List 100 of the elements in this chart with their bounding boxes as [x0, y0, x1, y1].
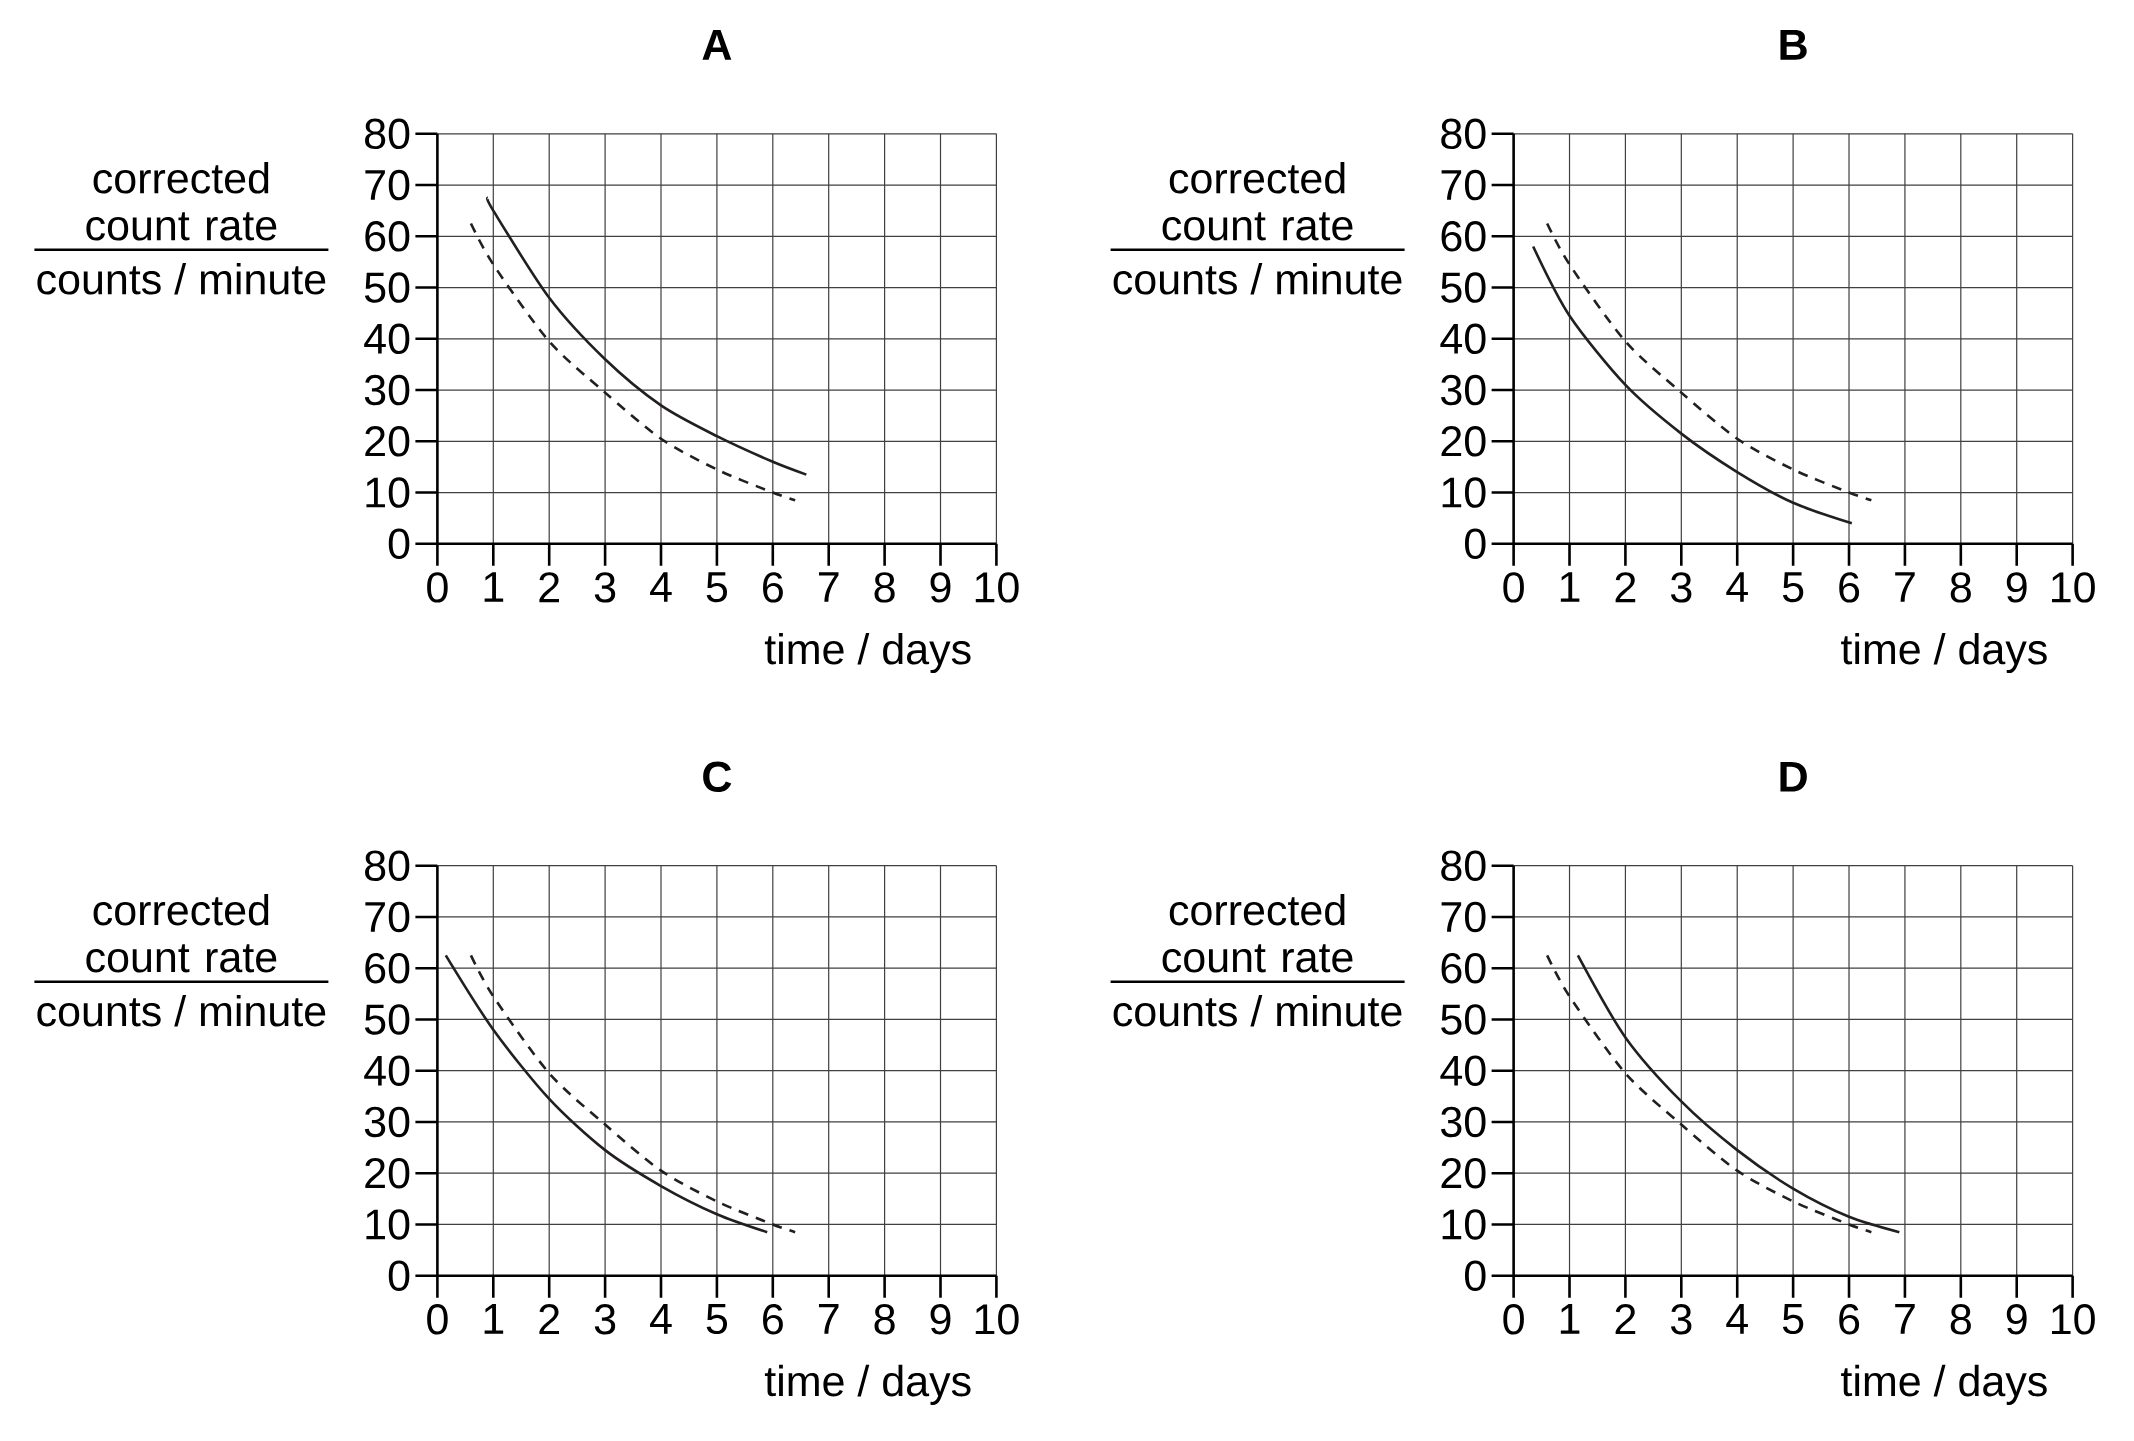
line-series [1545, 222, 1873, 502]
x-tick-label: 9 [930, 572, 951, 603]
y-tick-label: 10 [366, 1209, 410, 1240]
y-tick-label: 0 [1464, 1260, 1486, 1291]
x-tick-label: 8 [1950, 572, 1971, 603]
y-axis-title: corrected count rate [86, 893, 277, 973]
x-tick-label: 4 [650, 572, 672, 602]
chart-title: A [702, 30, 732, 60]
y-tick-label: 40 [1440, 1055, 1486, 1086]
y-tick-label: 20 [365, 426, 410, 457]
y-tick-label: 10 [1442, 1209, 1486, 1240]
y-tick-label: 0 [1464, 528, 1486, 559]
y-axis-title: corrected count rate [86, 162, 277, 241]
x-axis-title: time / days [764, 632, 971, 674]
line-series [469, 954, 797, 1234]
x-tick-label: 6 [1839, 572, 1860, 603]
y-tick-label: 0 [388, 528, 410, 559]
x-tick-label: 8 [874, 572, 895, 603]
y-axis-title: corrected count rate [1162, 893, 1353, 973]
y-tick-label: 50 [364, 272, 410, 303]
x-tick-label: 1 [1560, 1304, 1580, 1334]
x-tick-label: 5 [1782, 1304, 1804, 1335]
text: counts / minute [1113, 263, 1402, 295]
y-tick-label: 30 [1441, 374, 1486, 406]
x-tick-label: 9 [930, 1304, 951, 1335]
x-axis-title: time / days [1841, 1364, 2047, 1405]
y-tick-label: 20 [1441, 1157, 1486, 1189]
y-tick-label: 0 [388, 1260, 410, 1291]
y-tick-label: 20 [365, 1157, 410, 1189]
y-tick-label: 80 [1441, 850, 1486, 881]
x-tick-label: 10 [975, 1304, 1019, 1335]
y-tick-label: 30 [364, 374, 410, 406]
x-tick-label: 10 [2051, 572, 2095, 603]
chart-title: C [703, 761, 732, 792]
y-tick-label: 30 [364, 1106, 410, 1138]
y-tick-label: 40 [1440, 323, 1486, 354]
y-tick-label: 30 [1441, 1106, 1486, 1138]
x-axis-title: time / days [1841, 632, 2047, 674]
y-tick-label: 70 [1441, 901, 1486, 933]
text: counts / minute [1113, 994, 1402, 1027]
x-tick-label: 7 [818, 572, 839, 602]
x-tick-label: 3 [1670, 1304, 1692, 1335]
y-tick-label: 80 [1441, 118, 1486, 150]
x-tick-label: 3 [1670, 572, 1692, 603]
x-tick-label: 5 [706, 1304, 728, 1335]
x-tick-label: 1 [484, 572, 504, 602]
y-tick-label: 60 [365, 221, 410, 252]
x-tick-label: 5 [706, 572, 728, 603]
text: counts / minute [37, 994, 326, 1027]
x-tick-label: 0 [1503, 572, 1524, 603]
x-tick-label: 10 [975, 572, 1019, 603]
y-tick-label: 20 [1441, 426, 1486, 457]
y-tick-label: 70 [1441, 169, 1486, 201]
y-axis-title: corrected count rate [1162, 162, 1353, 241]
y-tick-label: 60 [1441, 952, 1486, 984]
x-tick-label: 4 [1726, 572, 1748, 602]
x-tick-label: 4 [650, 1304, 672, 1334]
y-tick-label: 50 [1441, 272, 1486, 303]
y-tick-label: 10 [366, 477, 410, 508]
y-tick-label: 80 [365, 118, 410, 150]
x-axis-title: time / days [764, 1364, 971, 1405]
x-tick-label: 4 [1726, 1304, 1748, 1334]
x-tick-label: 2 [539, 1304, 559, 1335]
x-tick-label: 6 [763, 1304, 783, 1335]
y-tick-label: 40 [364, 323, 410, 354]
x-tick-label: 8 [1950, 1304, 1971, 1335]
x-tick-label: 8 [874, 1304, 895, 1335]
line-series [469, 222, 797, 502]
x-tick-label: 0 [427, 572, 448, 603]
x-tick-label: 5 [1782, 572, 1804, 603]
y-tick-label: 50 [1441, 1004, 1486, 1035]
x-tick-label: 2 [1615, 1304, 1636, 1335]
x-tick-label: 2 [539, 572, 559, 603]
x-tick-label: 0 [1503, 1304, 1524, 1335]
x-tick-label: 3 [594, 572, 616, 603]
y-tick-label: 40 [364, 1055, 410, 1086]
x-tick-label: 6 [1839, 1304, 1860, 1335]
x-tick-label: 7 [1895, 572, 1915, 602]
line-series [1576, 954, 1901, 1234]
text: counts / minute [37, 263, 326, 295]
y-tick-label: 70 [365, 169, 410, 201]
line-series [444, 954, 769, 1234]
y-tick-label: 10 [1442, 477, 1486, 508]
x-tick-label: 2 [1615, 572, 1636, 603]
y-tick-label: 50 [364, 1004, 410, 1035]
x-tick-label: 9 [2006, 1304, 2027, 1335]
line-series [1545, 954, 1873, 1234]
line-series [486, 196, 808, 476]
chart-title: D [1780, 761, 1807, 792]
x-tick-label: 1 [484, 1304, 504, 1334]
y-tick-label: 70 [365, 901, 410, 933]
x-tick-label: 10 [2051, 1304, 2095, 1335]
x-tick-label: 7 [818, 1304, 839, 1334]
x-tick-label: 7 [1895, 1304, 1915, 1334]
x-tick-label: 1 [1560, 572, 1580, 602]
y-tick-label: 60 [365, 952, 410, 984]
x-tick-label: 6 [763, 572, 783, 603]
x-tick-label: 0 [427, 1304, 448, 1335]
y-tick-label: 60 [1441, 221, 1486, 252]
chart-title: B [1780, 30, 1807, 60]
